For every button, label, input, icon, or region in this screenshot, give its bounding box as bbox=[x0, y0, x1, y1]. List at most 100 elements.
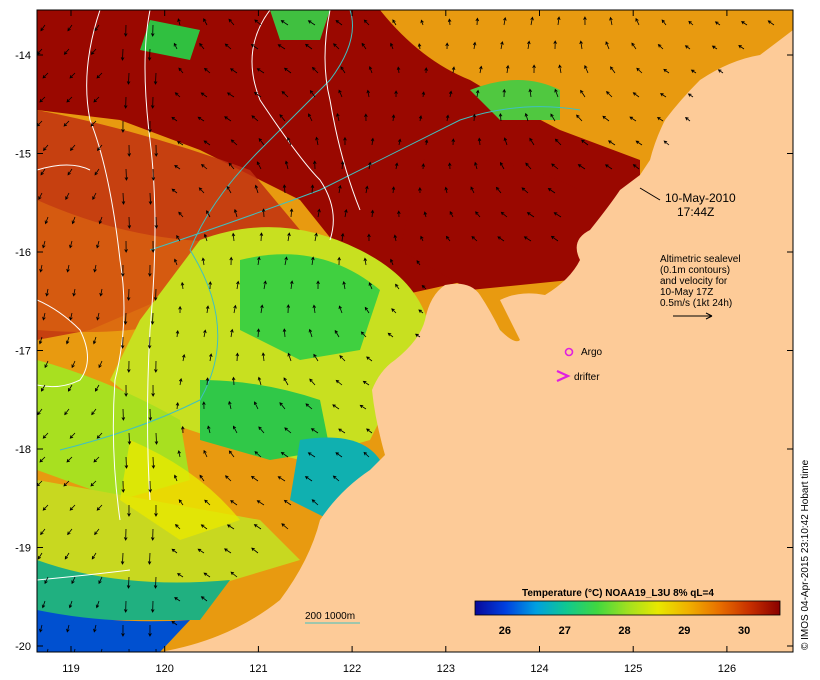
plot-frame bbox=[36, 9, 794, 653]
x-axis: 119 120 121 122 123 124 125 126 bbox=[62, 10, 736, 675]
velocity-arrow bbox=[365, 185, 369, 194]
velocity-arrow bbox=[659, 93, 667, 98]
velocity-arrow bbox=[342, 280, 346, 290]
velocity-arrow bbox=[123, 24, 128, 37]
velocity-arrow bbox=[175, 330, 180, 338]
velocity-arrow bbox=[554, 138, 562, 146]
velocity-arrow bbox=[554, 88, 559, 98]
velocity-arrow bbox=[203, 67, 211, 74]
velocity-arrow bbox=[39, 624, 43, 633]
velocity-arrow bbox=[688, 20, 694, 26]
velocity-arrow bbox=[283, 67, 292, 74]
velocity-arrow bbox=[287, 136, 292, 146]
velocity-arrow bbox=[254, 19, 262, 26]
velocity-arrow bbox=[120, 552, 125, 565]
velocity-arrow bbox=[279, 114, 286, 122]
velocity-arrow bbox=[336, 112, 340, 122]
velocity-arrow bbox=[230, 139, 238, 146]
velocity-arrow bbox=[65, 336, 70, 345]
velocity-arrow bbox=[387, 332, 394, 338]
velocity-arrow bbox=[253, 91, 262, 98]
velocity-arrow bbox=[447, 18, 452, 26]
velocity-arrow bbox=[42, 72, 49, 79]
velocity-arrow bbox=[505, 64, 510, 74]
velocity-arrow bbox=[661, 19, 667, 26]
velocity-arrow bbox=[96, 432, 103, 439]
velocity-arrow bbox=[366, 89, 370, 98]
velocity-arrow bbox=[203, 233, 208, 242]
velocity-arrow bbox=[121, 264, 125, 277]
velocity-arrow bbox=[37, 552, 43, 560]
velocity-arrow bbox=[632, 92, 640, 98]
credit-text: © IMOS 04-Apr-2015 23:10:42 Hobart time bbox=[800, 459, 811, 650]
velocity-arrow bbox=[474, 161, 478, 170]
velocity-arrow bbox=[309, 378, 316, 386]
velocity-arrow bbox=[445, 235, 451, 242]
velocity-arrow bbox=[42, 240, 46, 249]
velocity-arrow bbox=[123, 600, 128, 613]
velocity-arrow bbox=[224, 43, 232, 50]
velocity-arrow bbox=[364, 306, 370, 314]
velocity-arrow bbox=[551, 163, 559, 170]
velocity-arrow bbox=[604, 164, 613, 170]
velocity-arrow bbox=[629, 116, 637, 122]
velocity-arrow bbox=[98, 216, 103, 225]
velocity-arrow bbox=[171, 116, 178, 122]
velocity-arrow bbox=[123, 312, 128, 325]
velocity-arrow bbox=[66, 624, 70, 633]
velocity-arrow bbox=[284, 256, 288, 266]
velocity-arrow bbox=[232, 425, 238, 434]
velocity-arrow bbox=[147, 336, 152, 349]
velocity-arrow bbox=[389, 258, 394, 266]
velocity-arrow bbox=[148, 624, 152, 637]
velocity-arrow bbox=[394, 162, 399, 170]
velocity-arrow bbox=[500, 41, 504, 50]
velocity-arrow bbox=[154, 216, 159, 229]
x-tick-label-122: 122 bbox=[343, 663, 361, 675]
velocity-arrow bbox=[176, 234, 181, 242]
velocity-arrow bbox=[40, 384, 46, 392]
velocity-arrow bbox=[94, 384, 100, 392]
velocity-arrow bbox=[316, 280, 320, 290]
isobath-label: 200 1000m bbox=[305, 611, 355, 622]
velocity-arrow bbox=[153, 576, 158, 589]
velocity-arrow bbox=[635, 140, 643, 146]
velocity-arrow bbox=[258, 426, 265, 434]
velocity-arrow bbox=[148, 120, 152, 133]
velocity-arrow bbox=[287, 352, 292, 362]
velocity-arrow bbox=[530, 16, 534, 26]
velocity-arrow bbox=[338, 428, 346, 434]
velocity-arrow bbox=[148, 480, 153, 493]
velocity-arrow bbox=[367, 233, 371, 242]
isobath-contours bbox=[59, 10, 581, 451]
velocity-arrow bbox=[308, 328, 313, 338]
velocity-arrow bbox=[445, 42, 449, 50]
velocity-arrow bbox=[63, 120, 70, 127]
x-tick-label-126: 126 bbox=[718, 663, 736, 675]
velocity-arrow bbox=[42, 432, 49, 439]
velocity-arrow bbox=[690, 69, 697, 74]
velocity-arrow bbox=[124, 384, 128, 397]
velocity-arrow bbox=[339, 355, 346, 362]
velocity-arrow bbox=[233, 208, 238, 218]
velocity-arrow bbox=[451, 138, 456, 146]
velocity-arrow bbox=[424, 139, 429, 146]
velocity-arrow bbox=[340, 232, 345, 242]
velocity-arrow bbox=[340, 66, 346, 74]
x-tick-label-120: 120 bbox=[156, 663, 174, 675]
velocity-arrow bbox=[121, 408, 126, 421]
velocity-arrow bbox=[289, 208, 294, 218]
velocity-arrow bbox=[344, 209, 348, 218]
velocity-arrow bbox=[261, 208, 266, 218]
velocity-arrow bbox=[558, 64, 562, 74]
velocity-arrow bbox=[260, 304, 264, 314]
velocity-arrow bbox=[154, 432, 159, 445]
velocity-arrow bbox=[479, 65, 483, 74]
velocity-arrow bbox=[368, 65, 373, 74]
velocity-arrow bbox=[584, 64, 589, 74]
velocity-arrow bbox=[226, 92, 235, 98]
velocity-arrow bbox=[100, 648, 103, 652]
velocity-arrow bbox=[311, 256, 315, 266]
velocity-arrow bbox=[69, 240, 73, 249]
velocity-arrow bbox=[309, 90, 316, 98]
